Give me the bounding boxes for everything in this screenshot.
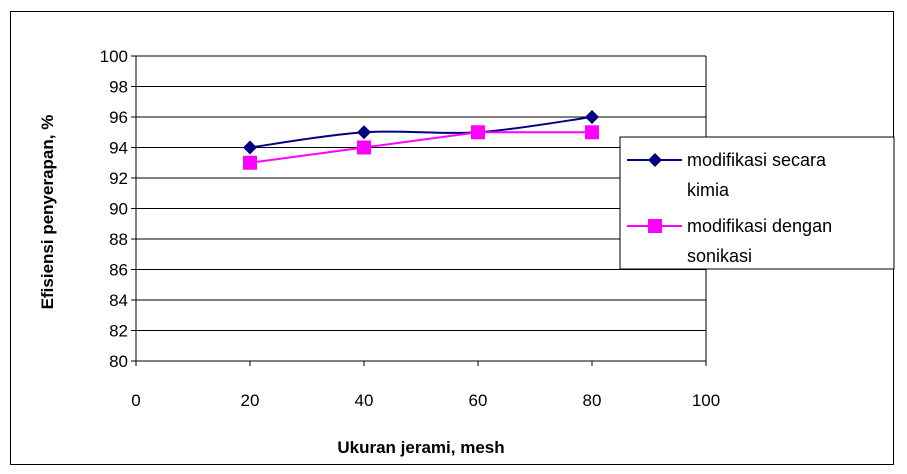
series-line xyxy=(249,131,592,164)
x-axis-ticks: 0 20 40 60 80 100 xyxy=(131,361,720,410)
data-point xyxy=(585,125,599,140)
y-tick-label: 100 xyxy=(100,47,128,66)
x-tick-label: 40 xyxy=(355,391,374,410)
series-1 xyxy=(243,110,599,155)
legend-diamond-marker xyxy=(648,153,662,167)
data-point xyxy=(243,140,257,155)
legend-label: modifikasi dengan xyxy=(687,216,832,236)
x-tick-label: 0 xyxy=(131,391,140,410)
legend-label: modifikasi secara xyxy=(687,150,827,170)
legend-square-marker xyxy=(648,219,662,233)
x-tick-label: 80 xyxy=(583,391,602,410)
data-point xyxy=(357,140,371,155)
x-tick-label: 100 xyxy=(692,391,720,410)
series-group xyxy=(243,110,599,170)
y-tick-label: 80 xyxy=(109,352,128,371)
y-tick-label: 92 xyxy=(109,169,128,188)
x-axis-title: Ukuran jerami, mesh xyxy=(337,438,504,457)
data-point xyxy=(243,155,257,170)
y-tick-label: 86 xyxy=(109,261,128,280)
y-tick-label: 90 xyxy=(109,200,128,219)
y-tick-label: 84 xyxy=(109,291,128,310)
x-tick-label: 60 xyxy=(469,391,488,410)
series-line xyxy=(249,116,593,149)
gridlines xyxy=(136,55,706,362)
data-point xyxy=(357,125,371,140)
series-2 xyxy=(243,125,599,170)
y-tick-label: 88 xyxy=(109,230,128,249)
x-tick-label: 20 xyxy=(241,391,260,410)
legend-label: sonikasi xyxy=(687,246,752,266)
y-axis-title: Efisiensi penyerapan, % xyxy=(38,115,57,310)
data-point xyxy=(471,125,485,140)
legend-entry-1: modifikasi secara kimia xyxy=(627,150,827,200)
y-axis-ticks: 80 82 84 86 88 90 92 94 96 98 100 xyxy=(100,47,136,371)
legend-label: kimia xyxy=(687,180,730,200)
y-tick-label: 94 xyxy=(109,139,128,158)
data-point xyxy=(585,110,599,124)
y-tick-label: 98 xyxy=(109,78,128,97)
legend: modifikasi secara kimia modifikasi dengan s… xyxy=(619,136,895,270)
legend-entry-2: modifikasi dengan sonikasi xyxy=(627,216,832,266)
y-tick-label: 82 xyxy=(109,322,128,341)
y-tick-label: 96 xyxy=(109,108,128,127)
